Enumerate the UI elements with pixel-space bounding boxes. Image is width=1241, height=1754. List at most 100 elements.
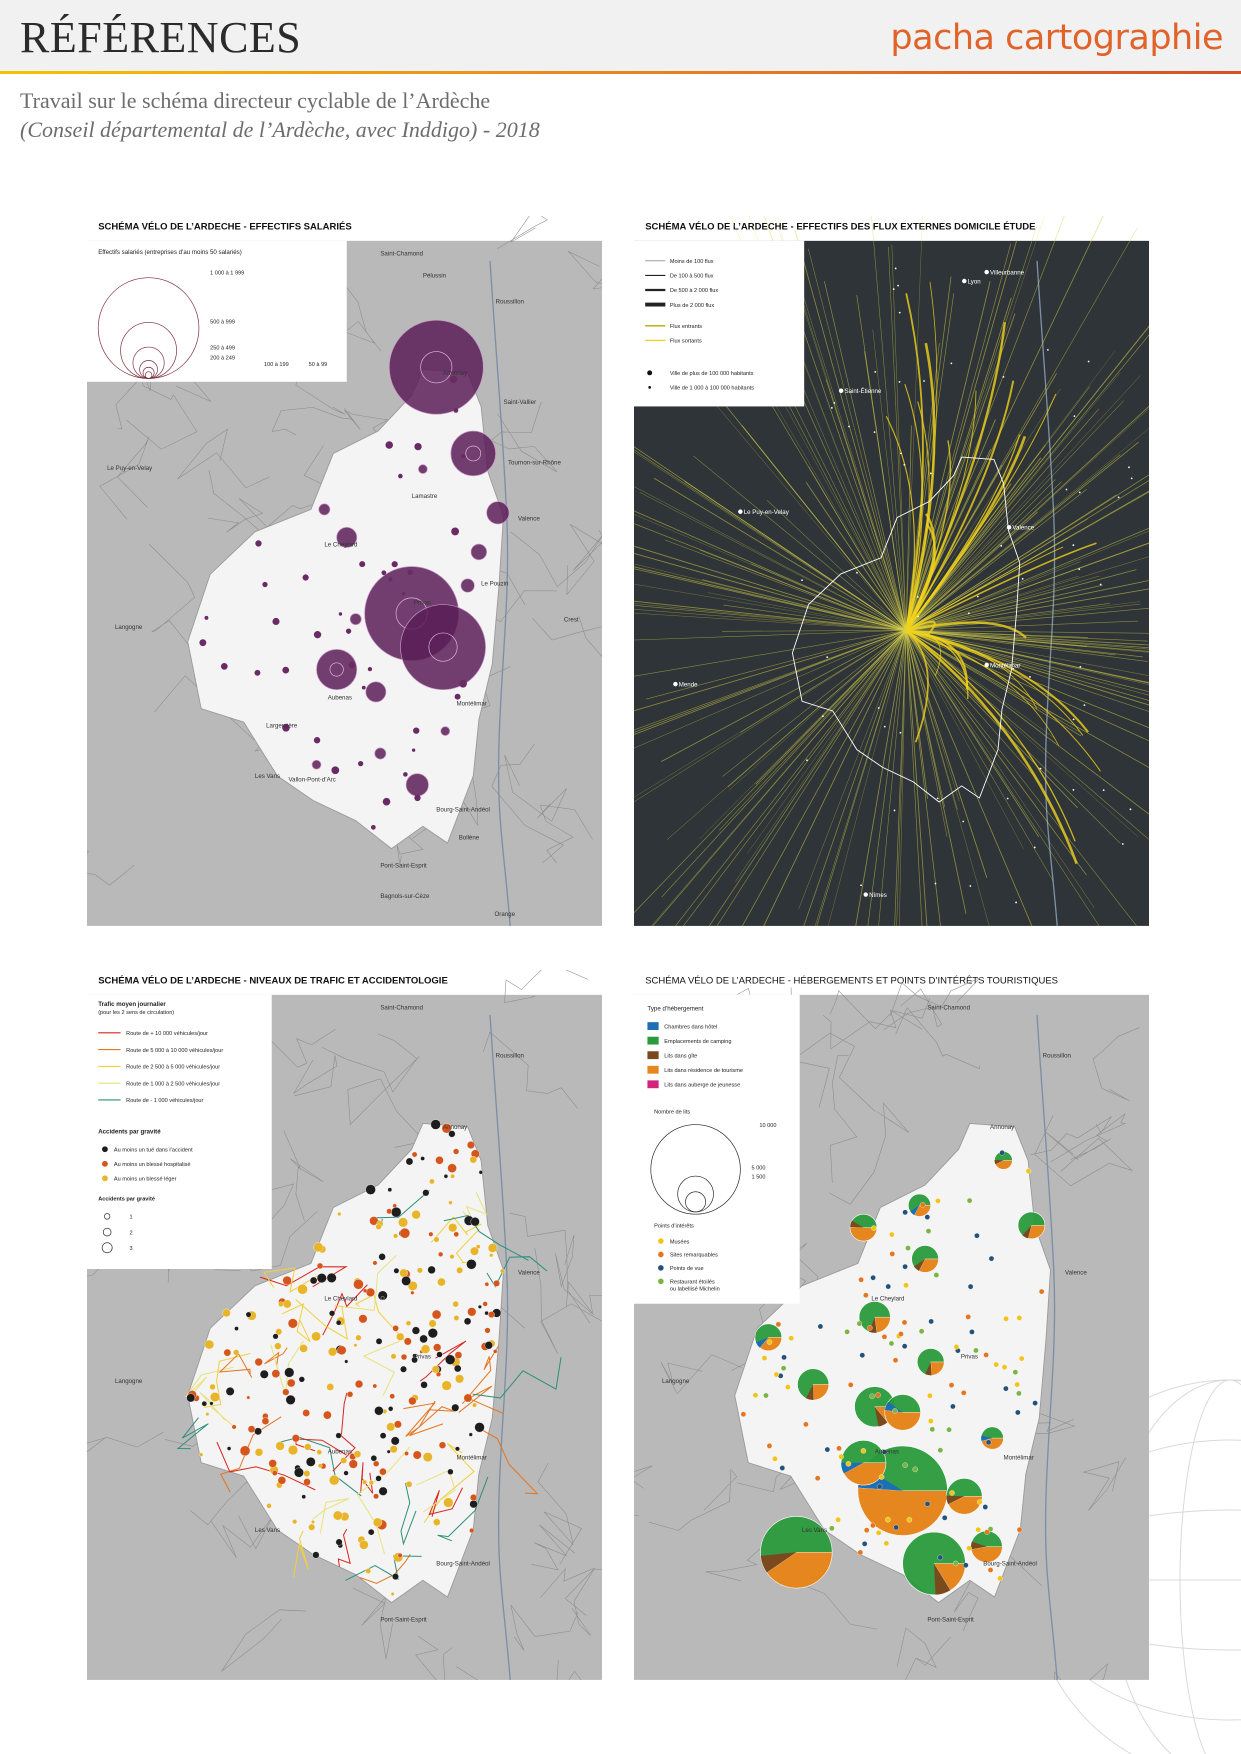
title-bar	[87, 216, 602, 241]
traffic-road	[443, 1214, 529, 1261]
poi-dot	[1014, 1381, 1020, 1388]
accident-dot	[456, 1266, 464, 1274]
accident-dot	[477, 1304, 482, 1309]
lodging-wedge	[995, 1160, 1013, 1170]
accident-dot	[400, 1365, 407, 1373]
flow-line	[905, 326, 1149, 631]
flow-line	[905, 629, 1149, 729]
town-dot	[1006, 797, 1009, 800]
traffic-road	[477, 1426, 539, 1495]
city-dot	[984, 269, 989, 275]
flow-curve	[905, 629, 1101, 772]
road	[510, 1604, 579, 1651]
accident-dot	[393, 1267, 400, 1274]
poi-dot	[892, 1357, 899, 1363]
town-dot	[898, 311, 901, 314]
poi-dot	[933, 1272, 940, 1278]
accident-dot	[386, 1208, 393, 1215]
flow-line	[905, 575, 1100, 631]
employee-dot	[272, 617, 280, 626]
flow-line	[905, 243, 1012, 631]
poi-dot	[838, 1453, 844, 1460]
town-dot	[1087, 360, 1090, 363]
legend-label: Route de 1 000 à 2 500 véhicules/jour	[126, 1081, 220, 1087]
poi-dot	[780, 1365, 787, 1371]
city-dot	[738, 509, 743, 514]
poi-dot	[966, 1197, 973, 1204]
legend-label: 2	[130, 1230, 133, 1236]
legend-circle	[101, 1242, 113, 1254]
flow-line	[894, 630, 907, 926]
city-dot	[838, 388, 844, 393]
accident-dot	[365, 1184, 376, 1195]
road	[564, 1567, 596, 1636]
town-dot	[929, 472, 932, 475]
accident-dot	[353, 1279, 364, 1290]
flow-line	[798, 630, 907, 910]
accident-dot	[420, 1344, 431, 1354]
flow-line	[722, 630, 907, 777]
flow-line	[905, 226, 1037, 631]
accident-dot	[380, 1296, 385, 1300]
road	[830, 1055, 858, 1183]
accident-dot	[373, 1460, 380, 1467]
place-label: Lamastre	[412, 493, 438, 500]
legend-circle	[102, 1227, 112, 1237]
place-label: Roussillon	[1043, 1052, 1072, 1059]
poi-dot	[965, 1314, 971, 1320]
flow-line	[905, 630, 1121, 844]
poi-dot	[984, 1529, 990, 1535]
poi-dot	[952, 1560, 959, 1567]
accident-dot	[448, 1130, 456, 1138]
road	[215, 1211, 318, 1272]
accident-dot	[449, 1254, 455, 1260]
poi-dot	[974, 1232, 980, 1239]
accident-dot	[362, 1288, 368, 1293]
flow-line	[727, 630, 907, 788]
poi-dot	[928, 1418, 934, 1424]
place-label: Roussillon	[496, 298, 525, 305]
accident-dot	[488, 1311, 495, 1318]
flow-line	[905, 630, 1043, 787]
road	[532, 616, 602, 657]
flow-line	[693, 455, 907, 631]
road	[566, 1281, 602, 1314]
lodging-wedge	[934, 1563, 951, 1595]
poi-dot	[987, 1526, 994, 1532]
place-label: Pont-Saint-Esprit	[927, 1617, 974, 1624]
road	[322, 1033, 418, 1093]
employee-circle	[400, 604, 486, 691]
accident-dot	[246, 1395, 251, 1400]
accident-dot	[277, 1476, 286, 1485]
flow-curve	[905, 281, 938, 631]
town-dot	[917, 615, 919, 618]
road	[1030, 1116, 1112, 1156]
place-label: Tournon-sur-Rhône	[508, 460, 561, 467]
road	[344, 408, 389, 439]
legend-label: 5 000	[752, 1165, 766, 1171]
traffic-road	[218, 1353, 253, 1378]
traffic-road	[403, 1400, 436, 1437]
accident-dot	[411, 1151, 418, 1158]
accident-dot	[354, 1380, 364, 1389]
flow-curve	[905, 629, 1089, 733]
poi-dot	[773, 1371, 780, 1378]
accident-dot	[204, 1339, 215, 1350]
place-label: Le Cheylard	[871, 1295, 905, 1302]
employee-dot	[460, 453, 466, 459]
accident-dot	[303, 1470, 311, 1477]
map-tourism: SCHÉMA VÉLO DE L’ARDECHE - HÉBERGEMENTS …	[634, 970, 1149, 1680]
place-label: Le Pouzin	[481, 581, 509, 588]
traffic-road	[312, 1497, 350, 1534]
accident-dot	[443, 1497, 454, 1508]
legend-label: Route de 2 500 à 5 000 véhicules/jour	[126, 1065, 220, 1071]
road	[330, 266, 382, 352]
flow-line	[827, 630, 907, 926]
place-label: Les Vans	[802, 1527, 827, 1534]
town-dot	[1065, 488, 1068, 491]
accident-dot	[448, 1200, 453, 1205]
accident-dot	[451, 1403, 460, 1412]
legend-label: De 100 à 500 flux	[670, 274, 714, 280]
road	[1050, 1113, 1127, 1163]
